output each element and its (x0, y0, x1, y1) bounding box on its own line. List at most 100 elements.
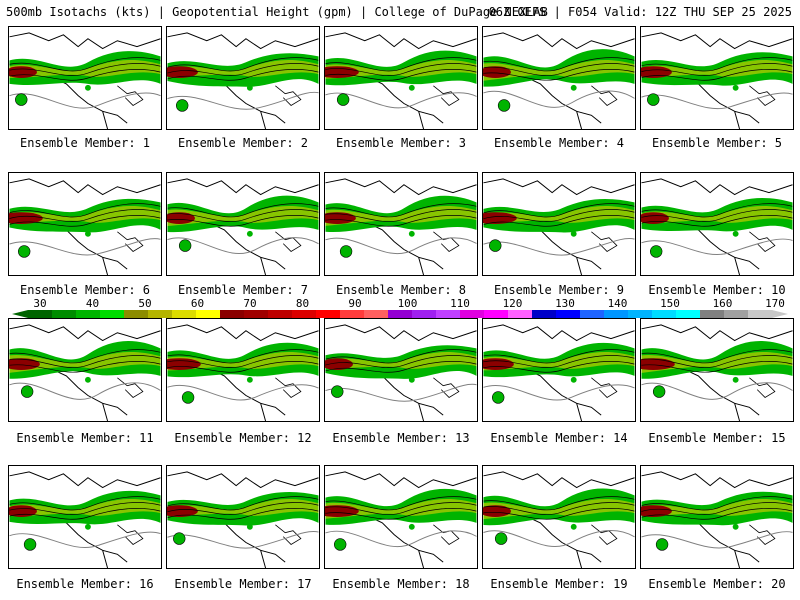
height-contour (9, 502, 161, 515)
coastline (167, 178, 319, 196)
ensemble-member-caption: Ensemble Member: 4 (493, 136, 625, 150)
ensemble-member-map (166, 26, 320, 130)
height-contour (483, 90, 635, 108)
coastline (483, 178, 635, 196)
height-contour (167, 502, 319, 515)
colorbar-swatch (364, 310, 389, 318)
ensemble-member-caption: Ensemble Member: 20 (648, 577, 786, 591)
coastline (591, 377, 618, 398)
ensemble-member-map (8, 318, 162, 422)
wind-maximum (15, 93, 28, 106)
coastline (641, 324, 793, 342)
coastline (9, 471, 161, 489)
jet-stream-band (9, 51, 161, 86)
map-plot (9, 471, 161, 568)
height-contour (325, 203, 477, 218)
height-contour (9, 349, 161, 364)
height-contour (641, 238, 793, 255)
height-contour (167, 360, 319, 373)
wind-maximum (570, 523, 577, 530)
coastline (433, 231, 460, 252)
ensemble-member-map (482, 26, 636, 130)
colorbar-swatch (52, 310, 77, 318)
colorbar-tick-label: 80 (295, 297, 310, 310)
coastline (591, 85, 618, 106)
height-contour (167, 214, 319, 227)
ensemble-member-caption: Ensemble Member: 7 (177, 283, 309, 297)
colorbar-tick-label: 170 (765, 297, 785, 310)
wind-maximum (732, 230, 739, 237)
colorbar-swatch (580, 310, 605, 318)
height-contour (9, 68, 161, 81)
wind-maximum (655, 538, 669, 551)
colorbar-swatch (28, 310, 53, 318)
wind-maximum (732, 84, 739, 91)
jet-stream-band (167, 342, 319, 378)
ensemble-member-map (8, 465, 162, 569)
height-contour (641, 63, 793, 76)
coastline (483, 471, 635, 489)
height-contour (9, 57, 161, 72)
coastline (325, 178, 477, 196)
height-contour (167, 203, 319, 218)
wind-maximum (652, 385, 666, 398)
height-contour (483, 355, 635, 368)
height-contour (641, 531, 793, 549)
coastline (167, 32, 319, 50)
wind-maximum (570, 230, 577, 237)
colorbar-tick-label: 40 (85, 297, 100, 310)
height-contour (325, 507, 477, 520)
height-contour (325, 63, 477, 76)
jet-max (167, 212, 195, 224)
ensemble-member-map (324, 318, 478, 422)
ensemble-member-map (482, 172, 636, 276)
height-contour (483, 502, 635, 515)
jet-max (641, 212, 669, 224)
ensemble-member-map (166, 172, 320, 276)
map-plot (167, 471, 319, 568)
colorbar-tick-label: 110 (450, 297, 470, 310)
map-plot (483, 32, 635, 129)
colorbar-tick-label: 160 (712, 297, 733, 310)
ensemble-member-caption: Ensemble Member: 3 (335, 136, 467, 150)
height-contour (167, 57, 319, 72)
wind-maximum (331, 385, 344, 398)
jet-core-band (9, 351, 161, 373)
colorbar (12, 310, 788, 318)
ensemble-member-map (166, 318, 320, 422)
colorbar-right-arrow (772, 310, 788, 318)
jet-core-band (325, 205, 477, 226)
ensemble-member-map (324, 465, 478, 569)
colorbar-tick-label: 150 (660, 297, 680, 310)
wind-maximum (408, 84, 415, 91)
map-plot (325, 471, 477, 568)
wind-maximum (408, 376, 415, 383)
wind-maximum (650, 245, 663, 258)
height-contour (641, 92, 793, 109)
colorbar-tick-label: 130 (555, 297, 575, 310)
jet-core-band (483, 59, 635, 81)
height-contour (9, 209, 161, 222)
coastline (275, 231, 302, 252)
wind-maximum (246, 230, 253, 237)
jet-max (483, 66, 511, 78)
coastline (749, 85, 776, 106)
wind-maximum (23, 538, 37, 551)
ensemble-member-caption: Ensemble Member: 17 (174, 577, 312, 591)
height-contour (167, 384, 319, 401)
map-plot (641, 178, 793, 275)
colorbar-swatch (532, 310, 557, 318)
height-contour (167, 63, 319, 76)
wind-maximum (570, 376, 577, 383)
coastline (749, 377, 776, 398)
ensemble-member-caption: Ensemble Member: 5 (651, 136, 783, 150)
map-plot (9, 324, 161, 421)
height-contour (167, 349, 319, 364)
coastline (117, 377, 144, 398)
map-plot (483, 178, 635, 275)
height-contour (641, 68, 793, 81)
height-contour (483, 214, 635, 227)
colorbar-swatch (220, 310, 245, 318)
height-contour (325, 383, 477, 402)
height-contour (167, 237, 319, 255)
